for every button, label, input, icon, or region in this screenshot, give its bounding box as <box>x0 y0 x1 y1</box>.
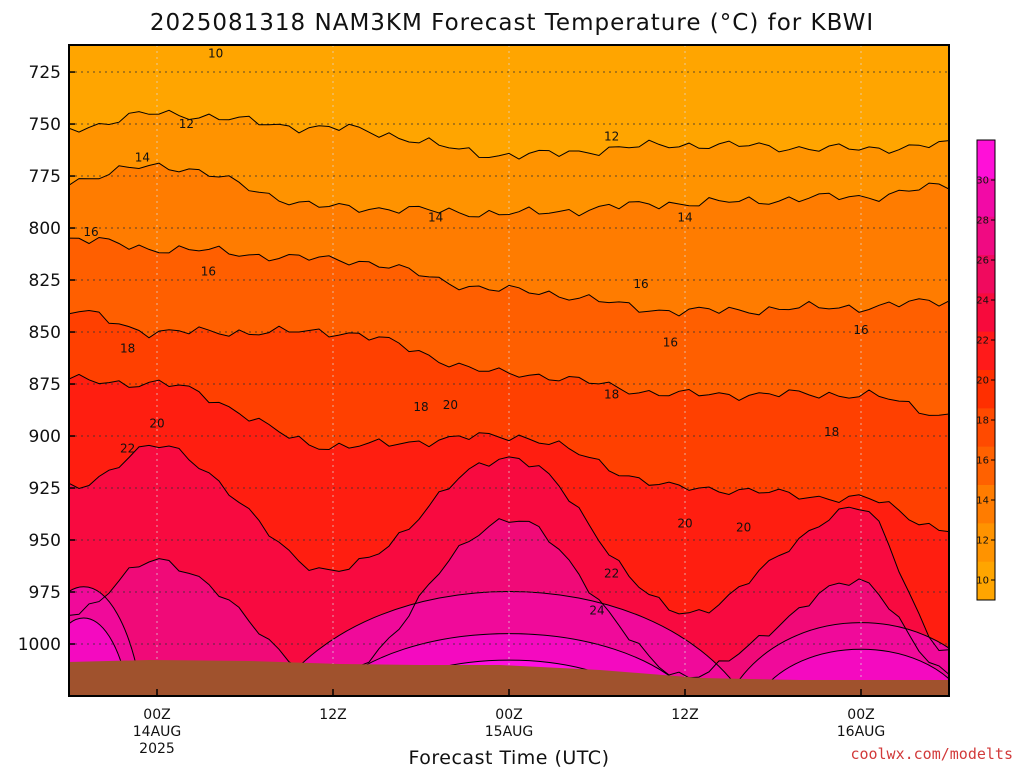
colorbar-swatch-6 <box>977 370 995 409</box>
x-tick-label-1-0: 12Z <box>319 707 346 723</box>
ground-terrain <box>69 660 949 696</box>
colorbar-label-22: 22 <box>976 336 989 347</box>
colorbar-swatch-9 <box>977 485 995 524</box>
contour-label-1: 12 <box>179 117 194 131</box>
isotherm-12 <box>69 109 949 160</box>
isotherm-22 <box>69 444 949 652</box>
x-tick-label-2-0: 00Z <box>495 707 522 723</box>
colorbar-swatch-7 <box>977 408 995 448</box>
y-tick-label-975: 975 <box>29 583 61 603</box>
x-tick-label-4-1: 16AUG <box>837 724 886 740</box>
contour-label-17: 20 <box>677 516 692 530</box>
contour-label-0: 10 <box>208 46 223 60</box>
x-tick-label-0-1: 14AUG <box>133 724 182 740</box>
contour-label-13: 18 <box>604 387 619 401</box>
colorbar-swatch-0 <box>977 140 995 179</box>
contour-label-3: 14 <box>135 150 150 164</box>
contour-label-6: 16 <box>83 225 98 239</box>
y-tick-label-750: 750 <box>29 115 61 135</box>
temperature-bands <box>69 110 949 696</box>
credit-link[interactable]: coolwx.com/modelts <box>850 745 1013 763</box>
contour-label-15: 20 <box>149 417 164 431</box>
colorbar-label-12: 12 <box>976 536 989 547</box>
y-tick-label-950: 950 <box>29 531 61 551</box>
y-tick-label-850: 850 <box>29 323 61 343</box>
y-axis: 725 750 775 800 825 850 875 900 925 950 975 1000 <box>18 63 75 655</box>
contour-label-19: 22 <box>120 441 135 455</box>
gridlines <box>69 45 949 696</box>
y-tick-label-1000: 1000 <box>18 635 61 655</box>
contour-label-11: 18 <box>120 342 135 356</box>
colorbar-label-30: 30 <box>976 176 989 187</box>
colorbar-label-26: 26 <box>976 256 989 267</box>
isotherm-16 <box>69 236 949 317</box>
isotherm-14 <box>69 162 949 218</box>
colorbar-label-10: 10 <box>976 576 989 587</box>
x-axis-title: Forecast Time (UTC) <box>409 747 610 768</box>
x-tick-label-4-0: 00Z <box>847 707 874 723</box>
y-tick-label-825: 825 <box>29 271 61 291</box>
x-tick-label-0-2: 2025 <box>139 741 175 757</box>
contour-labels: 10 12 12 14 14 14 16 16 16 16 16 18 18 18 18 20 20 20 20 22… <box>83 46 868 617</box>
x-tick-label-2-1: 15AUG <box>485 724 534 740</box>
colorbar-swatch-8 <box>977 446 995 486</box>
colorbar-swatch-11 <box>977 561 995 601</box>
contour-label-2: 12 <box>604 130 619 144</box>
colorbar-label-16: 16 <box>976 456 989 467</box>
x-tick-label-0-0: 00Z <box>143 707 170 723</box>
colorbar-label-24: 24 <box>976 296 989 307</box>
y-tick-label-775: 775 <box>29 167 61 187</box>
isotherm-contours <box>69 109 949 679</box>
isotherm-18 <box>69 309 949 416</box>
y-tick-label-725: 725 <box>29 63 61 83</box>
y-tick-label-800: 800 <box>29 219 61 239</box>
contour-label-12: 18 <box>413 400 428 414</box>
contour-label-21: 24 <box>589 604 604 618</box>
contour-label-10: 16 <box>853 323 868 337</box>
contour-label-9: 16 <box>663 335 678 349</box>
contour-label-5: 14 <box>677 211 692 225</box>
contour-label-4: 14 <box>428 211 443 225</box>
x-tick-label-3-0: 12Z <box>671 707 698 723</box>
colorbar-swatch-5 <box>977 331 995 371</box>
contour-label-16: 20 <box>443 398 458 412</box>
colorbar-label-28: 28 <box>976 216 989 227</box>
colorbar-label-14: 14 <box>976 496 989 507</box>
y-tick-label-900: 900 <box>29 427 61 447</box>
chart-title: 2025081318 NAM3KM Forecast Temperature (… <box>150 10 874 36</box>
y-tick-label-925: 925 <box>29 479 61 499</box>
colorbar-swatch-1 <box>977 178 995 218</box>
contour-label-18: 20 <box>736 521 751 535</box>
contour-label-7: 16 <box>201 265 216 279</box>
colorbar: 10 12 14 16 18 20 22 24 26 28 30 <box>976 139 996 601</box>
colorbar-label-18: 18 <box>976 416 989 427</box>
isotherm-24 <box>69 518 949 679</box>
isotherm-20 <box>69 373 949 533</box>
contour-label-14: 18 <box>824 425 839 439</box>
colorbar-label-20: 20 <box>976 376 989 387</box>
contour-label-20: 22 <box>604 566 619 580</box>
colorbar-swatch-3 <box>977 255 995 294</box>
contour-label-8: 16 <box>633 277 648 291</box>
colorbar-swatch-10 <box>977 523 995 563</box>
plot-area <box>69 45 949 696</box>
colorbar-frame <box>976 139 996 601</box>
colorbar-swatch-2 <box>977 216 995 256</box>
colorbar-swatch-4 <box>977 293 995 333</box>
y-tick-label-875: 875 <box>29 375 61 395</box>
